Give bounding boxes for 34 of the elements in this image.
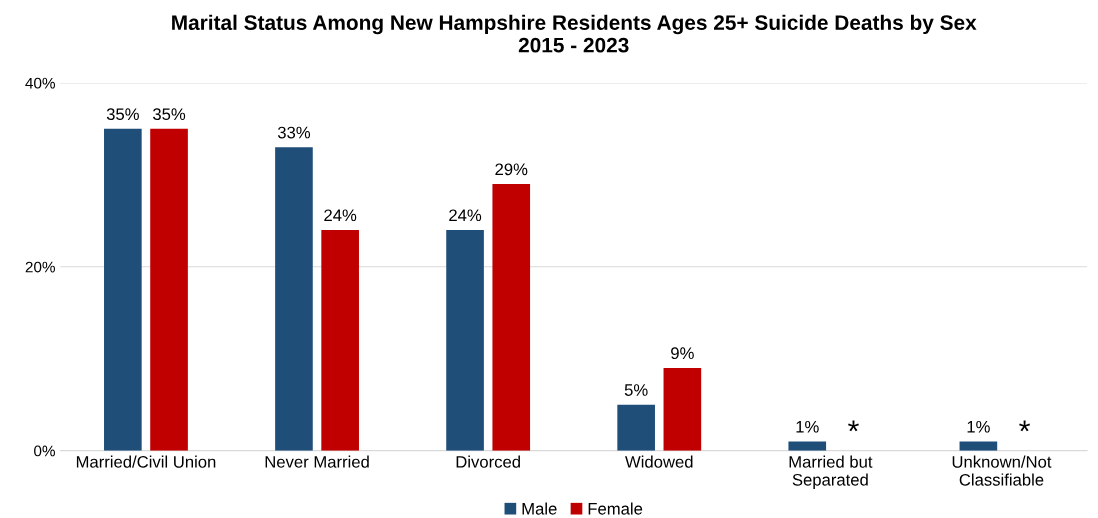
- data-label: 35%: [106, 108, 139, 121]
- x-tick-label: Never Married: [265, 455, 369, 468]
- bar: [617, 404, 655, 451]
- data-label: 9%: [671, 347, 694, 360]
- y-tick-label: 40%: [25, 77, 55, 89]
- x-tick-label: Married but Separated: [789, 455, 873, 490]
- legend-label: Female: [588, 502, 643, 515]
- data-label: 33%: [277, 126, 311, 139]
- chart-title: Marital Status Among New Hampshire Residents Ages 25+ Suicide Deaths by Sex 2015 - 2023: [172, 14, 977, 53]
- text: *: [1019, 420, 1031, 432]
- y-tick-label: 20%: [25, 261, 55, 273]
- x-tick-label: Widowed: [625, 455, 693, 468]
- bar: [959, 441, 998, 451]
- data-label: 24%: [324, 209, 357, 222]
- data-label: 29%: [495, 163, 528, 176]
- bar: [788, 441, 827, 451]
- bar: [492, 184, 531, 451]
- data-label: 24%: [449, 209, 482, 222]
- bar: [150, 128, 188, 451]
- x-tick-label: Married/Civil Union: [76, 455, 216, 468]
- x-tick-label: Unknown/Not Classifiable: [952, 455, 1052, 486]
- data-label: 1%: [796, 420, 819, 433]
- bar: [446, 229, 484, 451]
- legend-label: Male: [522, 502, 557, 515]
- bar: [321, 229, 359, 451]
- y-tick-label: 0%: [34, 445, 55, 457]
- bar: [663, 367, 702, 451]
- bar: [104, 128, 142, 451]
- data-label: 1%: [967, 420, 990, 433]
- x-tick-label: Divorced: [456, 455, 520, 468]
- bar: [275, 147, 313, 451]
- text: *: [848, 420, 859, 432]
- data-label: 5%: [624, 384, 648, 396]
- data-label: 35%: [153, 108, 186, 121]
